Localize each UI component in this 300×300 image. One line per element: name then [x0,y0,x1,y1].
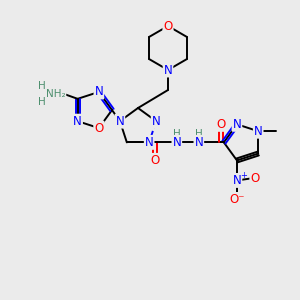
Text: N: N [254,125,262,138]
Text: O: O [250,172,260,185]
Text: O: O [94,122,104,135]
Text: N: N [73,115,82,128]
Text: +: + [241,171,248,180]
Text: N: N [164,64,172,76]
Text: H: H [38,97,46,107]
Text: N: N [145,136,154,149]
Text: N: N [232,118,241,131]
Text: N: N [94,85,103,98]
Text: O⁻: O⁻ [229,193,245,206]
Text: H: H [173,129,181,140]
Text: N: N [172,136,181,149]
Text: N: N [232,174,241,187]
Text: O: O [150,154,160,167]
Text: N: N [194,136,203,149]
Text: O: O [216,118,226,131]
Text: H: H [38,81,46,91]
Text: N: N [152,115,161,128]
Text: O: O [164,20,172,32]
Text: N: N [116,115,124,128]
Text: NH₂: NH₂ [46,89,65,99]
Text: H: H [195,129,203,140]
